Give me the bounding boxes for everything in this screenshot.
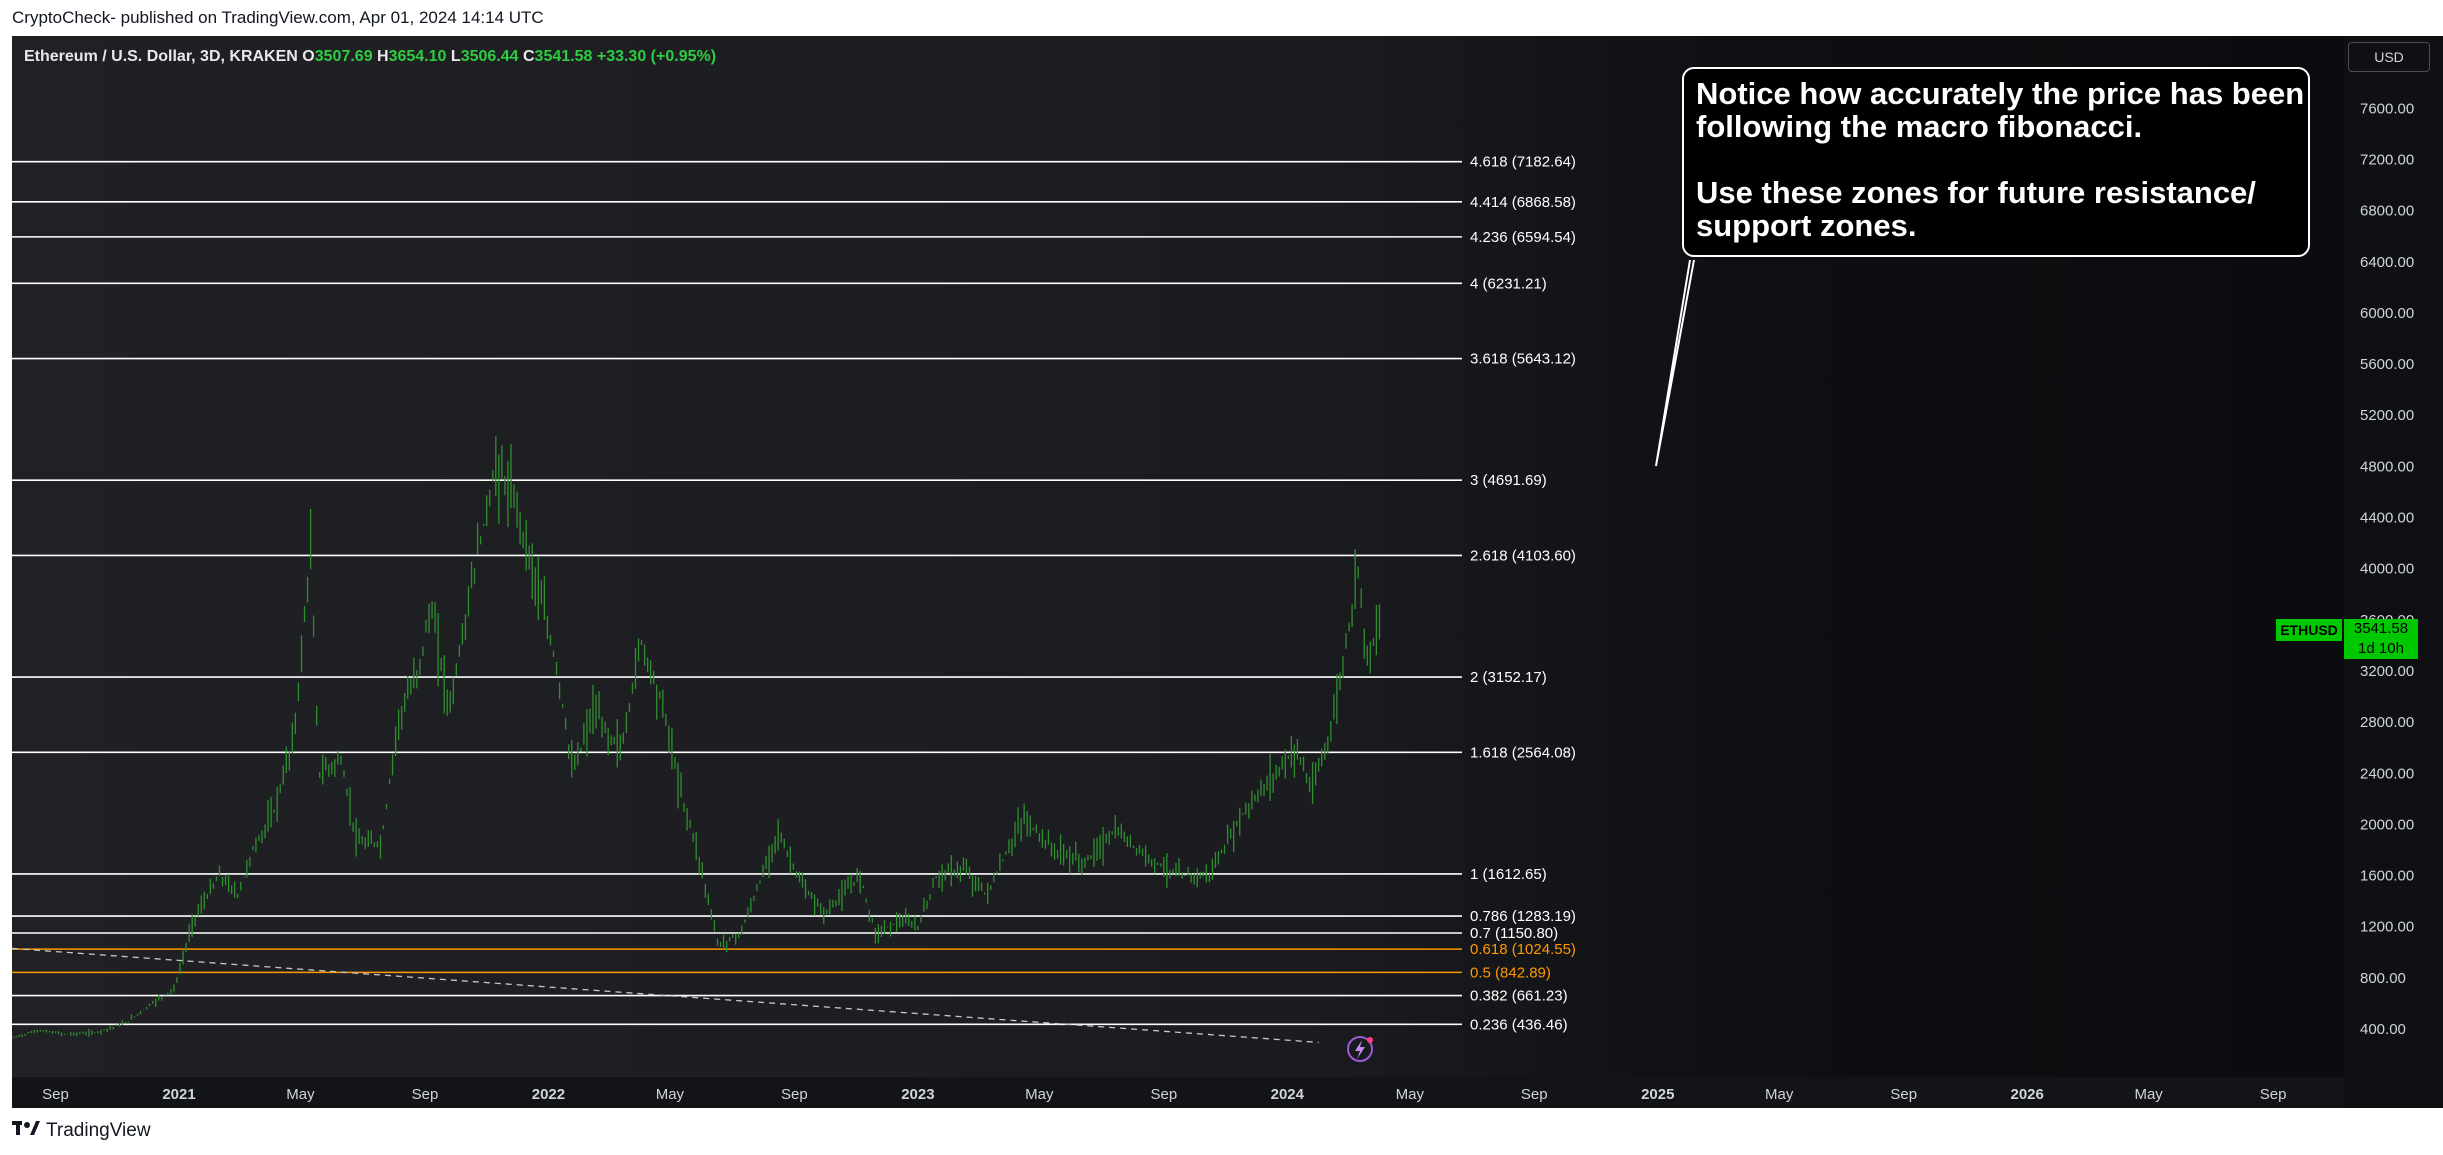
time-axis-bg[interactable]: [12, 1077, 2344, 1108]
footer: TradingView: [12, 1120, 151, 1142]
price-tick-label: 2000.00: [2360, 816, 2414, 833]
fib-label-0.382: 0.382 (661.23): [1470, 988, 1568, 1005]
time-tick-label: Sep: [2260, 1086, 2287, 1103]
fib-levels: 0.236 (436.46) 0.382 (661.23) 0.5 (842.89)…: [12, 154, 1576, 1033]
price-tick-label: 400.00: [2360, 1021, 2406, 1038]
fib-label-0.7: 0.7 (1150.80): [1470, 925, 1558, 942]
price-tick-label: 5200.00: [2360, 407, 2414, 424]
symbol-name[interactable]: Ethereum / U.S. Dollar, 3D, KRAKEN: [24, 48, 298, 65]
fib-label-1.618: 1.618 (2564.08): [1470, 744, 1576, 761]
time-tick-label: 2026: [2011, 1086, 2044, 1103]
fib-label-0.618: 0.618 (1024.55): [1470, 941, 1576, 958]
fib-label-3.618: 3.618 (5643.12): [1470, 351, 1576, 368]
note-line-1: Notice how accurately the price has been…: [1696, 76, 2305, 144]
lightning-icon-glyph: [1355, 1040, 1365, 1059]
currency-selector[interactable]: USD: [2348, 42, 2430, 72]
time-tick-label: Sep: [412, 1086, 439, 1103]
lightning-icon[interactable]: [1347, 1036, 1373, 1062]
fib-label-0.5: 0.5 (842.89): [1470, 964, 1551, 981]
price-tick-label: 7600.00: [2360, 100, 2414, 117]
change-value: +33.30 (+0.95%): [596, 48, 717, 65]
close-value: 3541.58: [534, 48, 593, 65]
callout-pointer: [1347, 259, 1695, 1062]
footer-brand[interactable]: TradingView: [46, 1120, 151, 1141]
fib-label-0.236: 0.236 (436.46): [1470, 1016, 1568, 1033]
price-tick-label: 6800.00: [2360, 203, 2414, 220]
time-axis[interactable]: Sep 2021 May Sep 2022 May Sep 2023 May Sep 2024 May…: [12, 1077, 2344, 1108]
high-label: H: [377, 48, 389, 65]
close-label: C: [522, 48, 535, 65]
price-tick-label: 6000.00: [2360, 305, 2414, 322]
price-tick-label: 4400.00: [2360, 510, 2414, 527]
fib-label-4.236: 4.236 (6594.54): [1470, 229, 1576, 246]
time-tick-label: May: [286, 1086, 315, 1103]
time-tick-label: May: [1765, 1086, 1794, 1103]
time-tick-label: Sep: [1150, 1086, 1177, 1103]
time-tick-label: Sep: [781, 1086, 808, 1103]
alert-dot: [1367, 1037, 1373, 1043]
price-axis-svg: 400.00 800.00 1200.00 1600.00 2000.00 2400.00…: [2360, 100, 2414, 1038]
time-tick-label: May: [1396, 1086, 1425, 1103]
price-tick-label: 7200.00: [2360, 151, 2414, 168]
symbol-legend: Ethereum / U.S. Dollar, 3D, KRAKEN O3507…: [24, 48, 716, 66]
time-tick-label: May: [656, 1086, 685, 1103]
price-series: [12, 436, 1381, 1039]
time-tick-label: May: [2134, 1086, 2163, 1103]
price-tick-label: 4800.00: [2360, 458, 2414, 475]
time-tick-label: Sep: [1521, 1086, 1548, 1103]
time-tick-label: May: [1025, 1086, 1054, 1103]
last-price-value: 3541.58: [2344, 619, 2418, 639]
fib-label-1: 1 (1612.65): [1470, 866, 1547, 883]
chart-svg[interactable]: 0.236 (436.46) 0.382 (661.23) 0.5 (842.89)…: [12, 36, 2344, 1108]
price-axis[interactable]: USD 400.00 800.00 1200.00 1600.00 2000.00 240…: [2344, 36, 2443, 1108]
fib-label-2.618: 2.618 (4103.60): [1470, 547, 1576, 564]
fib-label-4: 4 (6231.21): [1470, 275, 1547, 292]
time-tick-label: 2023: [901, 1086, 934, 1103]
dashed-trendline[interactable]: [12, 947, 1319, 1044]
fib-label-4.414: 4.414 (6868.58): [1470, 194, 1576, 211]
time-tick-label: 2025: [1641, 1086, 1674, 1103]
time-tick-label: Sep: [1890, 1086, 1917, 1103]
price-tick-label: 6400.00: [2360, 254, 2414, 271]
open-value: 3507.69: [314, 48, 373, 65]
time-tick-label: 2024: [1271, 1086, 1305, 1103]
price-tick-label: 2400.00: [2360, 765, 2414, 782]
tradingview-logo-icon[interactable]: [12, 1120, 40, 1142]
time-tick-label: 2021: [162, 1086, 195, 1103]
fib-label-3: 3 (4691.69): [1470, 472, 1547, 489]
price-tick-label: 5600.00: [2360, 356, 2414, 373]
callout-pointer-line: [1655, 259, 1695, 467]
publish-attribution: CryptoCheck- published on TradingView.co…: [12, 8, 544, 27]
price-tick-label: 3200.00: [2360, 663, 2414, 680]
note-line-2: Use these zones for future resistance/ s…: [1696, 175, 2256, 243]
open-label: O: [302, 48, 315, 65]
fib-label-0.786: 0.786 (1283.19): [1470, 908, 1576, 925]
price-tick-label: 2800.00: [2360, 714, 2414, 731]
last-price-symbol: ETHUSD: [2276, 619, 2342, 641]
annotation-note[interactable]: Notice how accurately the price has been…: [1682, 67, 2310, 257]
low-label: L: [450, 48, 461, 65]
time-tick-label: Sep: [42, 1086, 69, 1103]
last-price-countdown: 1d 10h: [2344, 639, 2418, 659]
price-tick-label: 1600.00: [2360, 868, 2414, 885]
low-value: 3506.44: [460, 48, 519, 65]
price-tick-label: 4000.00: [2360, 561, 2414, 578]
price-tick-label: 1200.00: [2360, 919, 2414, 936]
time-tick-label: 2022: [532, 1086, 565, 1103]
fib-label-4.618: 4.618 (7182.64): [1470, 154, 1576, 171]
fib-label-2: 2 (3152.17): [1470, 669, 1547, 686]
chart-area[interactable]: 0.236 (436.46) 0.382 (661.23) 0.5 (842.89)…: [12, 36, 2344, 1108]
high-value: 3654.10: [388, 48, 447, 65]
price-tick-label: 800.00: [2360, 970, 2406, 987]
trendline[interactable]: [12, 947, 1319, 1044]
